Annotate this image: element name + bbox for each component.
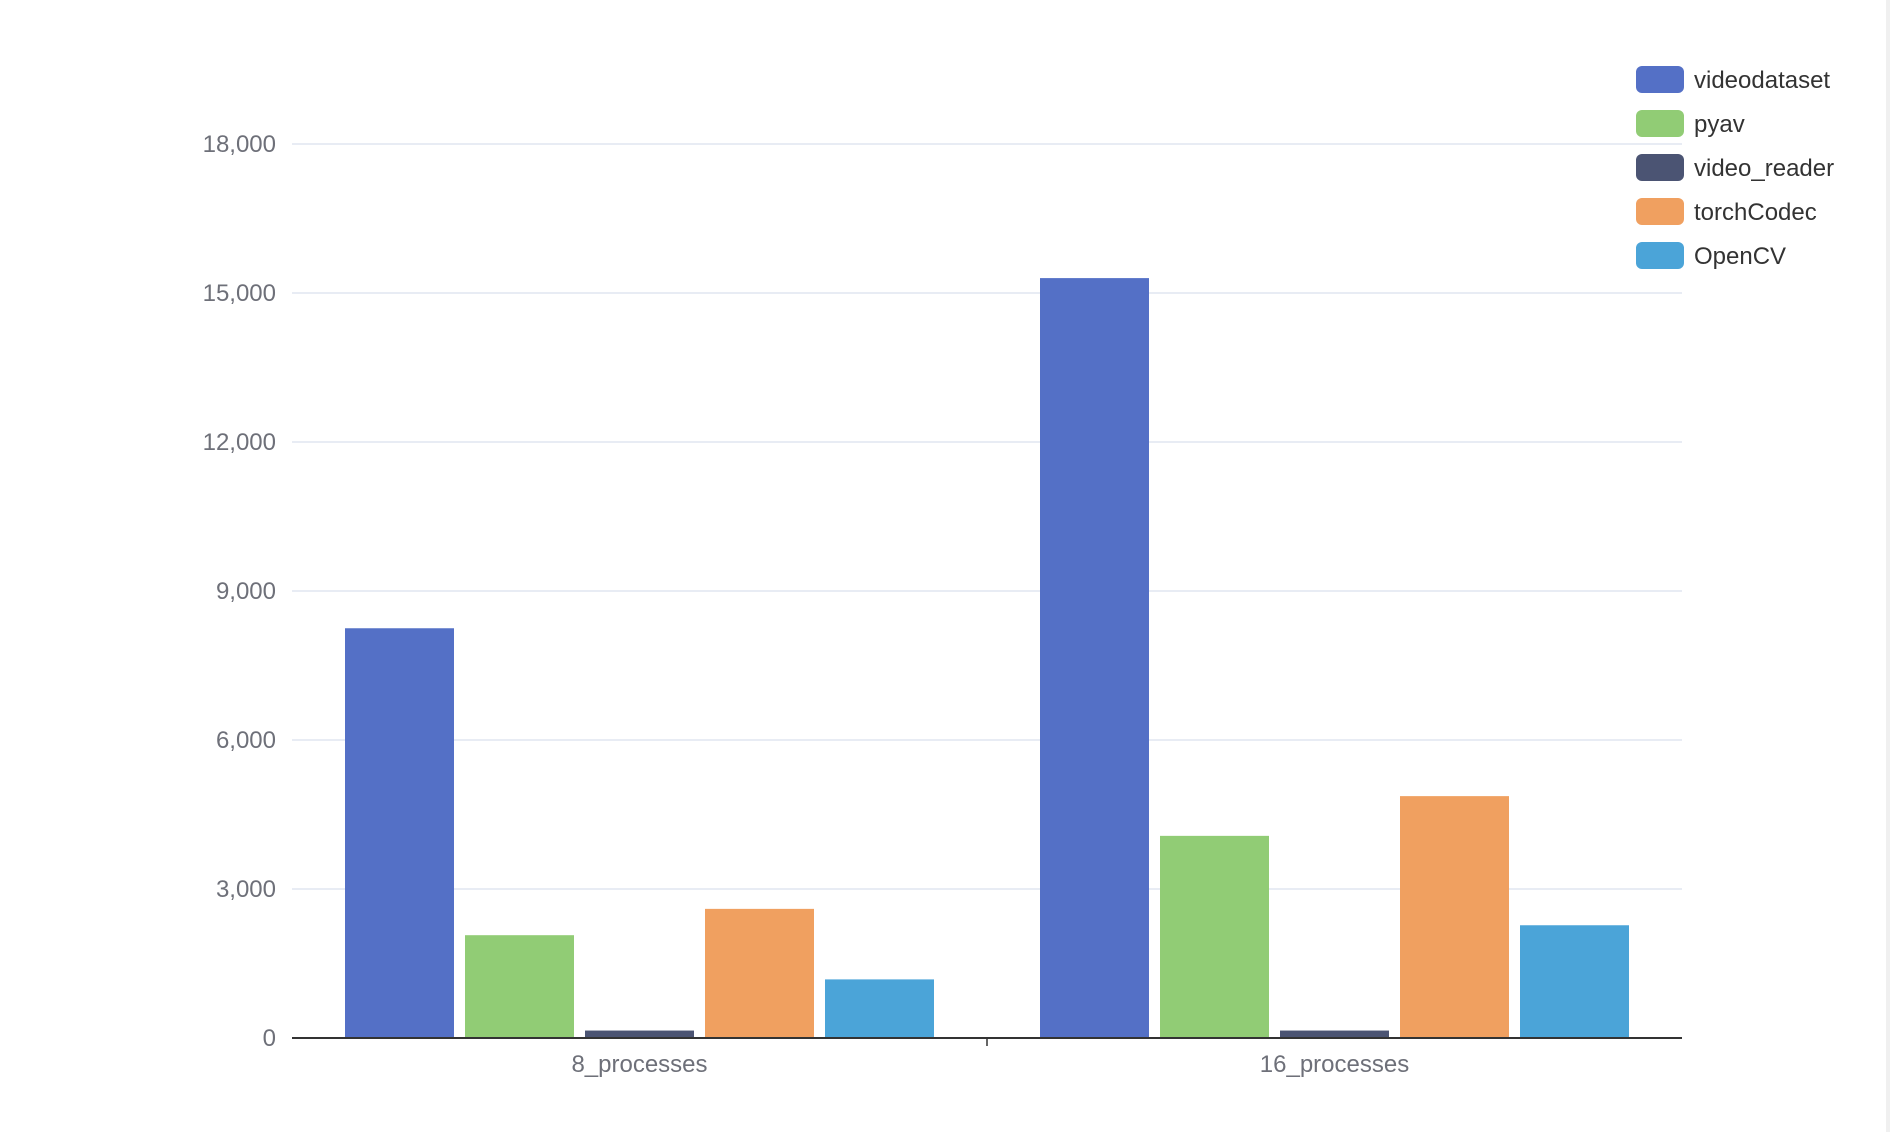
x-category-label: 16_processes [1260,1051,1409,1078]
bar-torchCodec-8_processes[interactable] [705,908,814,1038]
legend-label: OpenCV [1694,243,1786,270]
legend-label: videodataset [1694,67,1830,94]
y-tick-label: 15,000 [203,280,276,307]
bar-video_reader-16_processes[interactable] [1280,1030,1389,1038]
bar-video_reader-8_processes[interactable] [585,1030,694,1038]
legend-item-torchCodec[interactable]: torchCodec [1636,198,1817,226]
legend-swatch [1636,198,1684,225]
x-category-label: 8_processes [571,1051,707,1078]
legend-item-video_reader[interactable]: video_reader [1636,154,1834,182]
y-tick-label: 18,000 [203,131,276,158]
legend-label: torchCodec [1694,199,1817,226]
y-tick-label: 6,000 [216,727,276,754]
legend-swatch [1636,66,1684,93]
scrollbar-edge [1886,0,1890,1132]
x-axis-categories: 8_processes 16_processes [571,1051,1409,1078]
x-axis [292,1037,1682,1046]
legend-swatch [1636,154,1684,181]
y-tick-label: 0 [263,1025,276,1052]
grid-lines [292,143,1682,890]
legend[interactable]: videodataset pyav video_reader torchCodec Op… [1636,66,1834,270]
bar-videodataset-8_processes[interactable] [345,628,454,1038]
legend-swatch [1636,242,1684,269]
bars [345,278,1629,1039]
y-tick-label: 12,000 [203,429,276,456]
y-axis-ticks: 0 3,000 6,000 9,000 12,000 15,000 18,000 [203,131,276,1052]
bar-OpenCV-8_processes[interactable] [825,979,934,1038]
y-tick-label: 9,000 [216,578,276,605]
legend-item-pyav[interactable]: pyav [1636,110,1745,138]
legend-item-videodataset[interactable]: videodataset [1636,66,1830,94]
legend-item-OpenCV[interactable]: OpenCV [1636,242,1786,270]
bar-OpenCV-16_processes[interactable] [1520,925,1629,1038]
bar-pyav-8_processes[interactable] [465,935,574,1038]
y-tick-label: 3,000 [216,876,276,903]
bar-pyav-16_processes[interactable] [1160,835,1269,1038]
legend-label: video_reader [1694,155,1834,182]
legend-label: pyav [1694,111,1745,138]
bar-videodataset-16_processes[interactable] [1040,278,1149,1039]
legend-swatch [1636,110,1684,137]
bar-torchCodec-16_processes[interactable] [1400,796,1509,1038]
